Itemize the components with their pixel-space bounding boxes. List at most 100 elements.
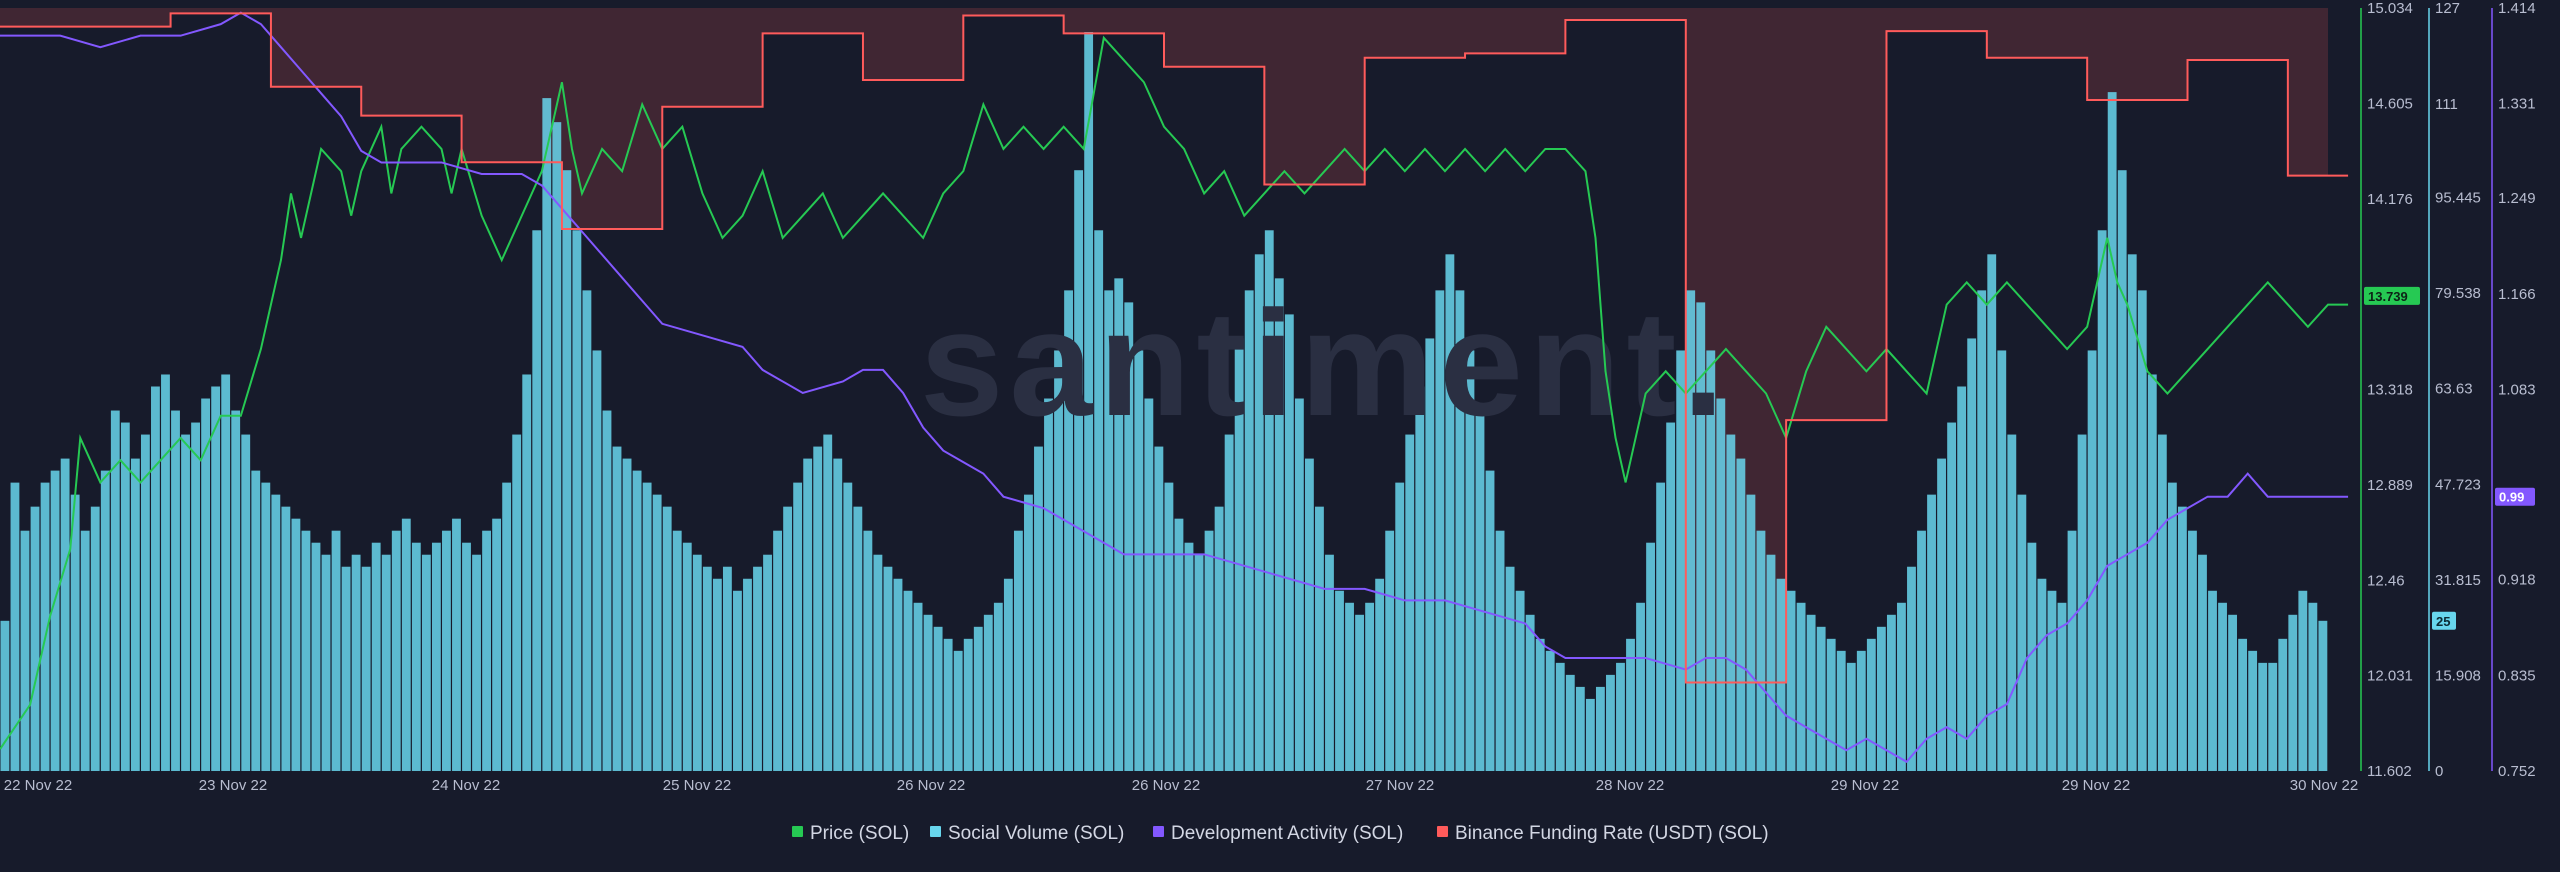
social-volume-bar (50, 470, 60, 771)
legend-swatch[interactable] (792, 826, 803, 837)
social-volume-bar (1997, 350, 2007, 771)
social-volume-bar (2218, 602, 2227, 771)
social-volume-bar (181, 434, 190, 771)
social-volume-bar (632, 470, 642, 771)
social-volume-bar (2077, 434, 2087, 771)
dev-activity-current-badge (2495, 487, 2535, 506)
social-volume-bar (1184, 542, 1194, 771)
social-volume-bar (1525, 614, 1535, 771)
social-volume-bar (1947, 422, 1957, 771)
social-volume-bar (1836, 650, 1846, 771)
social-volume-bar (2147, 374, 2157, 771)
social-volume-bar (411, 542, 421, 771)
social-volume-bar (943, 638, 953, 771)
social-volume-bar (161, 374, 170, 771)
social-volume-bar (2167, 482, 2177, 771)
social-volume-tick: 95.445 (2435, 190, 2481, 207)
social-volume-bar (1796, 602, 1806, 771)
social-volume-bar (1977, 290, 1987, 771)
social-volume-bar (211, 386, 221, 771)
social-volume-bar (753, 566, 762, 771)
social-volume-bar (2157, 434, 2167, 771)
social-volume-bar (1957, 386, 1967, 771)
x-tick-label: 25 Nov 22 (663, 777, 731, 794)
social-volume-bar (913, 602, 923, 771)
social-volume-bar (1937, 458, 1946, 771)
social-volume-bar (1465, 350, 1475, 771)
social-volume-bar (1706, 350, 1716, 771)
social-volume-bar (1545, 650, 1555, 771)
legend[interactable]: Price (SOL) Social Volume (SOL) Developmen… (792, 823, 1769, 844)
social-volume-bar (1415, 386, 1425, 771)
social-volume-bar (1676, 350, 1686, 771)
social-volume-bar (712, 578, 722, 771)
social-volume-bar (321, 554, 331, 771)
social-volume-bar (251, 470, 261, 771)
social-volume-bar (0, 620, 10, 771)
social-volume-bar (2057, 602, 2067, 771)
social-volume-bar (1987, 254, 1997, 772)
social-volume-bar (2087, 350, 2097, 771)
social-volume-bar (1264, 230, 1274, 772)
social-volume-bar (2198, 554, 2207, 771)
social-volume-bar (903, 590, 913, 771)
social-volume-bar (2318, 620, 2328, 771)
social-volume-bar (151, 386, 160, 771)
social-volume-bar (1846, 662, 1856, 771)
social-volume-tick: 15.908 (2435, 667, 2481, 684)
legend-swatch[interactable] (1153, 826, 1164, 837)
social-volume-bar (552, 122, 562, 772)
price-tick: 11.602 (2367, 763, 2412, 780)
social-volume-bar (1515, 590, 1525, 771)
social-volume-bar (1174, 518, 1184, 771)
social-volume-bar (602, 410, 612, 771)
social-volume-bar (592, 350, 602, 771)
social-volume-bar (1666, 422, 1676, 771)
social-volume-bar (2007, 434, 2017, 771)
social-volume-bar (381, 554, 391, 771)
social-volume-bar (1304, 458, 1314, 771)
social-volume-bar (1636, 602, 1645, 771)
social-volume-bar (1214, 506, 1224, 771)
legend-label[interactable]: Social Volume (SOL) (948, 823, 1124, 844)
social-volume-bar (652, 494, 662, 771)
legend-swatch[interactable] (930, 826, 941, 837)
social-volume-bar (743, 578, 752, 771)
social-volume-bar (401, 518, 411, 771)
social-volume-bar (1897, 602, 1906, 771)
social-volume-bar (1686, 290, 1696, 771)
social-volume-bar (120, 422, 130, 771)
legend-label[interactable]: Price (SOL) (810, 823, 909, 844)
social-volume-bar (301, 530, 311, 771)
social-volume-bar (1505, 566, 1515, 771)
social-volume-bar (1144, 398, 1154, 771)
x-tick-label: 29 Nov 22 (1831, 777, 1899, 794)
social-volume-bar (2107, 92, 2117, 772)
legend-swatch[interactable] (1437, 826, 1448, 837)
social-volume-bar (421, 554, 431, 771)
social-volume-bar (1656, 482, 1666, 771)
legend-label[interactable]: Development Activity (SOL) (1171, 823, 1403, 844)
social-volume-bar (30, 506, 40, 771)
social-volume-bar (722, 566, 732, 771)
social-volume-bar (542, 98, 552, 772)
social-volume-bar (1385, 530, 1395, 771)
social-volume-bar (10, 482, 20, 771)
social-volume-bar (823, 434, 833, 771)
legend-label[interactable]: Binance Funding Rate (USDT) (SOL) (1455, 823, 1769, 844)
price-tick: 12.031 (2367, 668, 2413, 685)
social-volume-bar (1395, 482, 1405, 771)
social-volume-current-value: 25 (2436, 614, 2450, 629)
social-volume-bar (2248, 650, 2258, 771)
price-tick: 15.034 (2367, 0, 2413, 17)
social-volume-bar (1034, 446, 1043, 771)
social-volume-bar (2238, 638, 2248, 771)
funding-rate-area (0, 8, 2349, 683)
social-volume-bar (482, 530, 491, 771)
dev-activity-tick: 0.752 (2498, 763, 2536, 780)
dev-activity-tick: 1.083 (2498, 382, 2536, 399)
social-volume-tick: 47.723 (2435, 476, 2481, 493)
social-volume-bar (442, 530, 451, 771)
